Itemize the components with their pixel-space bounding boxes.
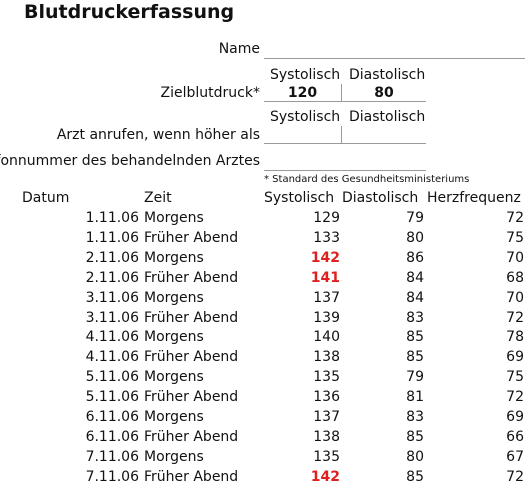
- cell-date: 1.11.06: [85, 230, 139, 246]
- cell-time: Früher Abend: [144, 429, 239, 445]
- cell-systolic: 138: [313, 349, 340, 365]
- cell-time: Morgens: [144, 250, 204, 266]
- cell-date: 3.11.06: [85, 290, 139, 306]
- cell-time: Morgens: [144, 449, 204, 465]
- cell-systolic: 135: [313, 449, 340, 465]
- cell-date: 7.11.06: [85, 469, 139, 485]
- cell-diastolic: 86: [406, 250, 424, 266]
- call-field-divider: [341, 126, 342, 143]
- cell-systolic: 141: [310, 270, 340, 286]
- cell-time: Morgens: [144, 329, 204, 345]
- cell-time: Früher Abend: [144, 310, 239, 326]
- cell-date: 5.11.06: [85, 369, 139, 385]
- cell-heart-rate: 68: [506, 270, 524, 286]
- cell-date: 7.11.06: [85, 449, 139, 465]
- header-diastolic: Diastolisch: [342, 190, 419, 206]
- target-diastolic-header: Diastolisch: [349, 67, 426, 83]
- cell-date: 4.11.06: [85, 329, 139, 345]
- cell-time: Morgens: [144, 409, 204, 425]
- cell-date: 6.11.06: [85, 429, 139, 445]
- cell-diastolic: 81: [406, 389, 424, 405]
- cell-time: Morgens: [144, 210, 204, 226]
- cell-date: 4.11.06: [85, 349, 139, 365]
- cell-diastolic: 79: [406, 210, 424, 226]
- cell-time: Früher Abend: [144, 270, 239, 286]
- cell-heart-rate: 72: [506, 389, 524, 405]
- cell-heart-rate: 72: [506, 310, 524, 326]
- target-diastolic-field[interactable]: 80: [374, 85, 394, 101]
- cell-systolic: 137: [313, 290, 340, 306]
- cell-systolic: 142: [310, 469, 340, 485]
- cell-heart-rate: 69: [506, 409, 524, 425]
- cell-time: Früher Abend: [144, 349, 239, 365]
- phone-field[interactable]: [264, 152, 426, 170]
- cell-diastolic: 80: [406, 449, 424, 465]
- name-field-underline: [264, 58, 525, 59]
- cell-diastolic: 84: [406, 290, 424, 306]
- cell-systolic: 138: [313, 429, 340, 445]
- cell-systolic: 135: [313, 369, 340, 385]
- header-heart-rate: Herzfrequenz: [427, 190, 521, 206]
- cell-diastolic: 85: [406, 429, 424, 445]
- cell-date: 3.11.06: [85, 310, 139, 326]
- cell-diastolic: 85: [406, 329, 424, 345]
- cell-systolic: 129: [313, 210, 340, 226]
- header-date: Datum: [22, 190, 70, 206]
- phone-label: elefonnummer des behandelnden Arztes: [0, 153, 260, 169]
- cell-heart-rate: 70: [506, 290, 524, 306]
- cell-date: 2.11.06: [85, 250, 139, 266]
- cell-heart-rate: 78: [506, 329, 524, 345]
- cell-heart-rate: 66: [506, 429, 524, 445]
- cell-diastolic: 84: [406, 270, 424, 286]
- cell-heart-rate: 75: [506, 369, 524, 385]
- cell-diastolic: 80: [406, 230, 424, 246]
- cell-time: Früher Abend: [144, 469, 239, 485]
- cell-date: 5.11.06: [85, 389, 139, 405]
- call-diastolic-header: Diastolisch: [349, 109, 426, 125]
- header-systolic: Systolisch: [264, 190, 335, 206]
- target-label: Zielblutdruck*: [160, 85, 260, 101]
- cell-time: Früher Abend: [144, 389, 239, 405]
- cell-diastolic: 83: [406, 409, 424, 425]
- name-label: Name: [218, 41, 260, 57]
- cell-systolic: 136: [313, 389, 340, 405]
- cell-systolic: 133: [313, 230, 340, 246]
- cell-date: 2.11.06: [85, 270, 139, 286]
- cell-date: 1.11.06: [85, 210, 139, 226]
- phone-field-underline: [264, 170, 426, 171]
- cell-time: Morgens: [144, 369, 204, 385]
- footnote: * Standard des Gesundheitsministeriums: [264, 174, 470, 185]
- cell-systolic: 142: [310, 250, 340, 266]
- call-doctor-label: Arzt anrufen, wenn höher als: [56, 127, 260, 143]
- call-systolic-header: Systolisch: [270, 109, 341, 125]
- target-systolic-field[interactable]: 120: [287, 85, 318, 101]
- call-field-underline: [264, 143, 426, 144]
- cell-diastolic: 79: [406, 369, 424, 385]
- header-time: Zeit: [144, 190, 172, 206]
- cell-systolic: 137: [313, 409, 340, 425]
- cell-systolic: 140: [313, 329, 340, 345]
- page-title: Blutdruckerfassung: [24, 1, 235, 23]
- cell-diastolic: 85: [406, 349, 424, 365]
- cell-heart-rate: 69: [506, 349, 524, 365]
- cell-heart-rate: 70: [506, 250, 524, 266]
- cell-time: Früher Abend: [144, 230, 239, 246]
- cell-heart-rate: 75: [506, 230, 524, 246]
- cell-heart-rate: 72: [506, 210, 524, 226]
- cell-diastolic: 83: [406, 310, 424, 326]
- cell-time: Morgens: [144, 290, 204, 306]
- target-field-divider: [341, 84, 342, 101]
- target-field-underline: [264, 101, 426, 102]
- cell-diastolic: 85: [406, 469, 424, 485]
- name-field[interactable]: [264, 40, 525, 58]
- cell-heart-rate: 72: [506, 469, 524, 485]
- target-systolic-header: Systolisch: [270, 67, 341, 83]
- cell-date: 6.11.06: [85, 409, 139, 425]
- cell-systolic: 139: [313, 310, 340, 326]
- cell-heart-rate: 67: [506, 449, 524, 465]
